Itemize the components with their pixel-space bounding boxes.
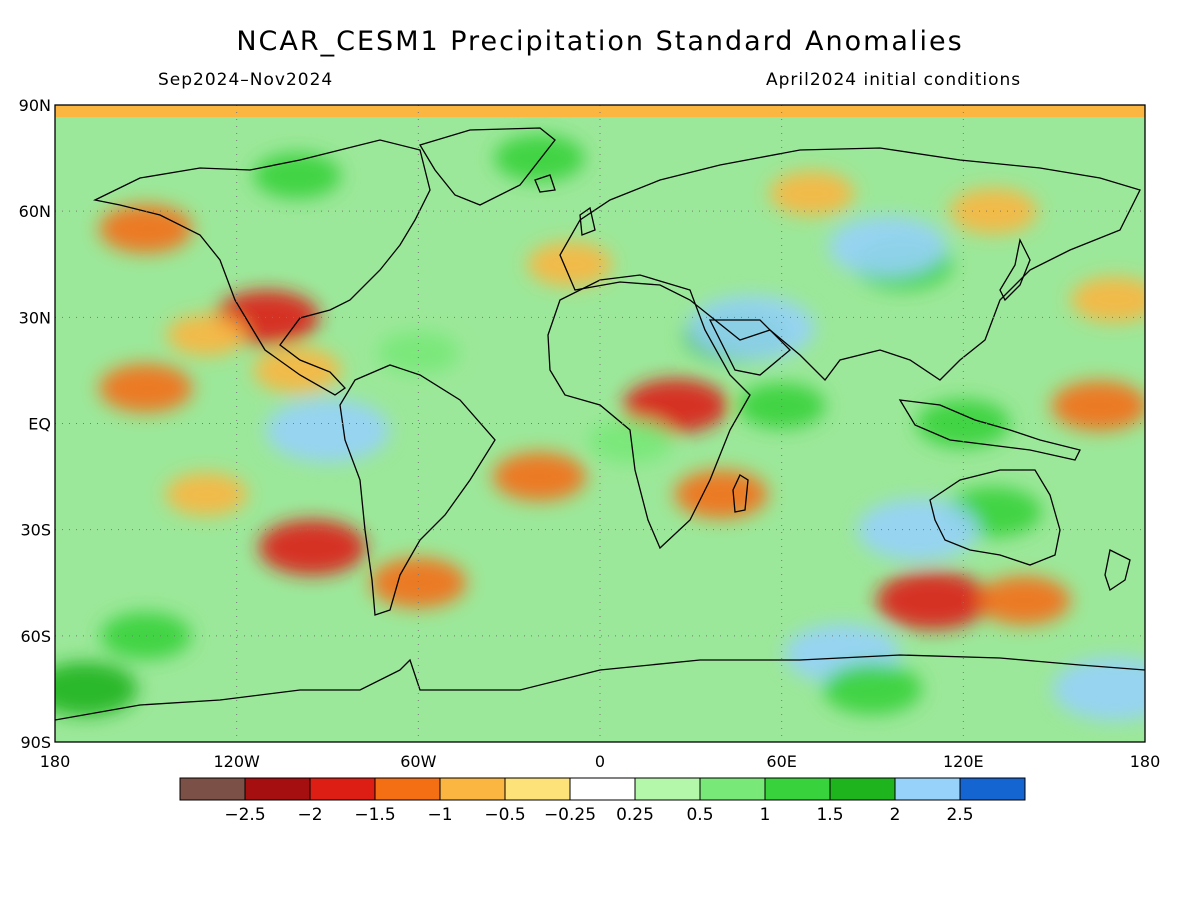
initial-conditions: April2024 initial conditions: [766, 70, 1022, 90]
latitude-label: 30S: [20, 521, 51, 540]
latitude-label: EQ: [28, 415, 51, 434]
latitude-label: 60S: [20, 627, 51, 646]
anomaly-region: [100, 612, 192, 660]
anomaly-region: [674, 469, 768, 519]
colorbar-swatch: [764, 777, 831, 801]
colorbar: −2.5 −2 −1.5 −1 −0.5 −0.25 0.25 0.5 1 1.5 2 2.5: [179, 777, 1026, 825]
anomaly-region: [822, 663, 923, 715]
latitude-label: 90S: [20, 733, 51, 752]
anomaly-region: [1070, 276, 1145, 323]
map-frame: [54, 104, 1146, 743]
anomaly-region: [253, 347, 342, 394]
anomaly-region: [377, 331, 460, 375]
anomaly-region: [687, 295, 815, 361]
anomaly-region: [527, 241, 613, 287]
colorbar-label: −1: [427, 805, 452, 825]
anomaly-region: [494, 134, 585, 182]
colorbar-label: 2.5: [946, 805, 973, 825]
colorbar-swatch: [439, 777, 506, 801]
anomaly-region: [165, 472, 248, 516]
colorbar-label: 1: [760, 805, 771, 825]
colorbar-swatch: [634, 777, 701, 801]
anomaly-region: [55, 661, 138, 717]
arctic-anomaly-band: [55, 105, 1145, 117]
longitude-label: 180: [40, 752, 71, 771]
coastlines: [55, 127, 1145, 721]
anomaly-region: [1052, 656, 1145, 722]
colorbar-label: −2.5: [224, 805, 265, 825]
colorbar-swatch: [959, 777, 1026, 801]
anomaly-field: [55, 105, 1145, 742]
longitude-label: 180: [1130, 752, 1161, 771]
colorbar-label: 0.5: [686, 805, 713, 825]
latitude-label: 90N: [19, 96, 51, 115]
anomaly-region: [370, 557, 467, 608]
longitude-label: 60W: [400, 752, 436, 771]
colorbar-label: −0.5: [484, 805, 525, 825]
anomaly-region: [828, 215, 948, 278]
anomaly-region: [857, 498, 979, 562]
forecast-period: Sep2024–Nov2024: [158, 70, 334, 90]
anomaly-region: [258, 519, 367, 576]
colorbar-swatch: [179, 777, 246, 801]
anomaly-region: [1051, 380, 1145, 431]
anomaly-region: [623, 378, 729, 434]
longitude-label: 120W: [213, 752, 260, 771]
anomaly-region: [737, 382, 826, 429]
colorbar-swatch: [894, 777, 961, 801]
colorbar-label: −2: [297, 805, 322, 825]
latitude-labels: 90N 60N 30N EQ 30S 60S 90S: [19, 96, 51, 752]
colorbar-swatch: [309, 777, 376, 801]
colorbar-label: 1.5: [816, 805, 843, 825]
anomaly-region: [166, 314, 247, 356]
latitude-label: 60N: [19, 202, 51, 221]
colorbar-swatch: [569, 777, 636, 801]
latitude-label: 30N: [19, 308, 51, 327]
colorbar-swatch: [699, 777, 766, 801]
anomaly-region: [977, 576, 1071, 625]
anomaly-region: [99, 204, 193, 254]
map-title: NCAR_CESM1 Precipitation Standard Anomal…: [236, 26, 964, 57]
longitude-label: 120E: [943, 752, 984, 771]
anomaly-region: [876, 571, 990, 630]
colorbar-label: −0.25: [544, 805, 596, 825]
anomaly-region: [253, 152, 342, 199]
colorbar-label: 2: [890, 805, 901, 825]
longitude-label: 60E: [766, 752, 796, 771]
anomaly-region: [769, 171, 855, 216]
colorbar-swatch: [829, 777, 896, 801]
colorbar-label: −1.5: [354, 805, 395, 825]
colorbar-label: 0.25: [616, 805, 654, 825]
colorbar-swatch: [374, 777, 441, 801]
anomaly-region: [99, 363, 193, 413]
colorbar-swatch: [244, 777, 311, 801]
longitude-label: 0: [595, 752, 605, 771]
anomaly-region: [587, 418, 673, 464]
colorbar-swatch: [504, 777, 571, 801]
longitude-labels: 180 120W 60W 0 60E 120E 180: [40, 752, 1161, 771]
anomaly-region: [492, 452, 587, 501]
anomaly-region: [265, 398, 390, 463]
